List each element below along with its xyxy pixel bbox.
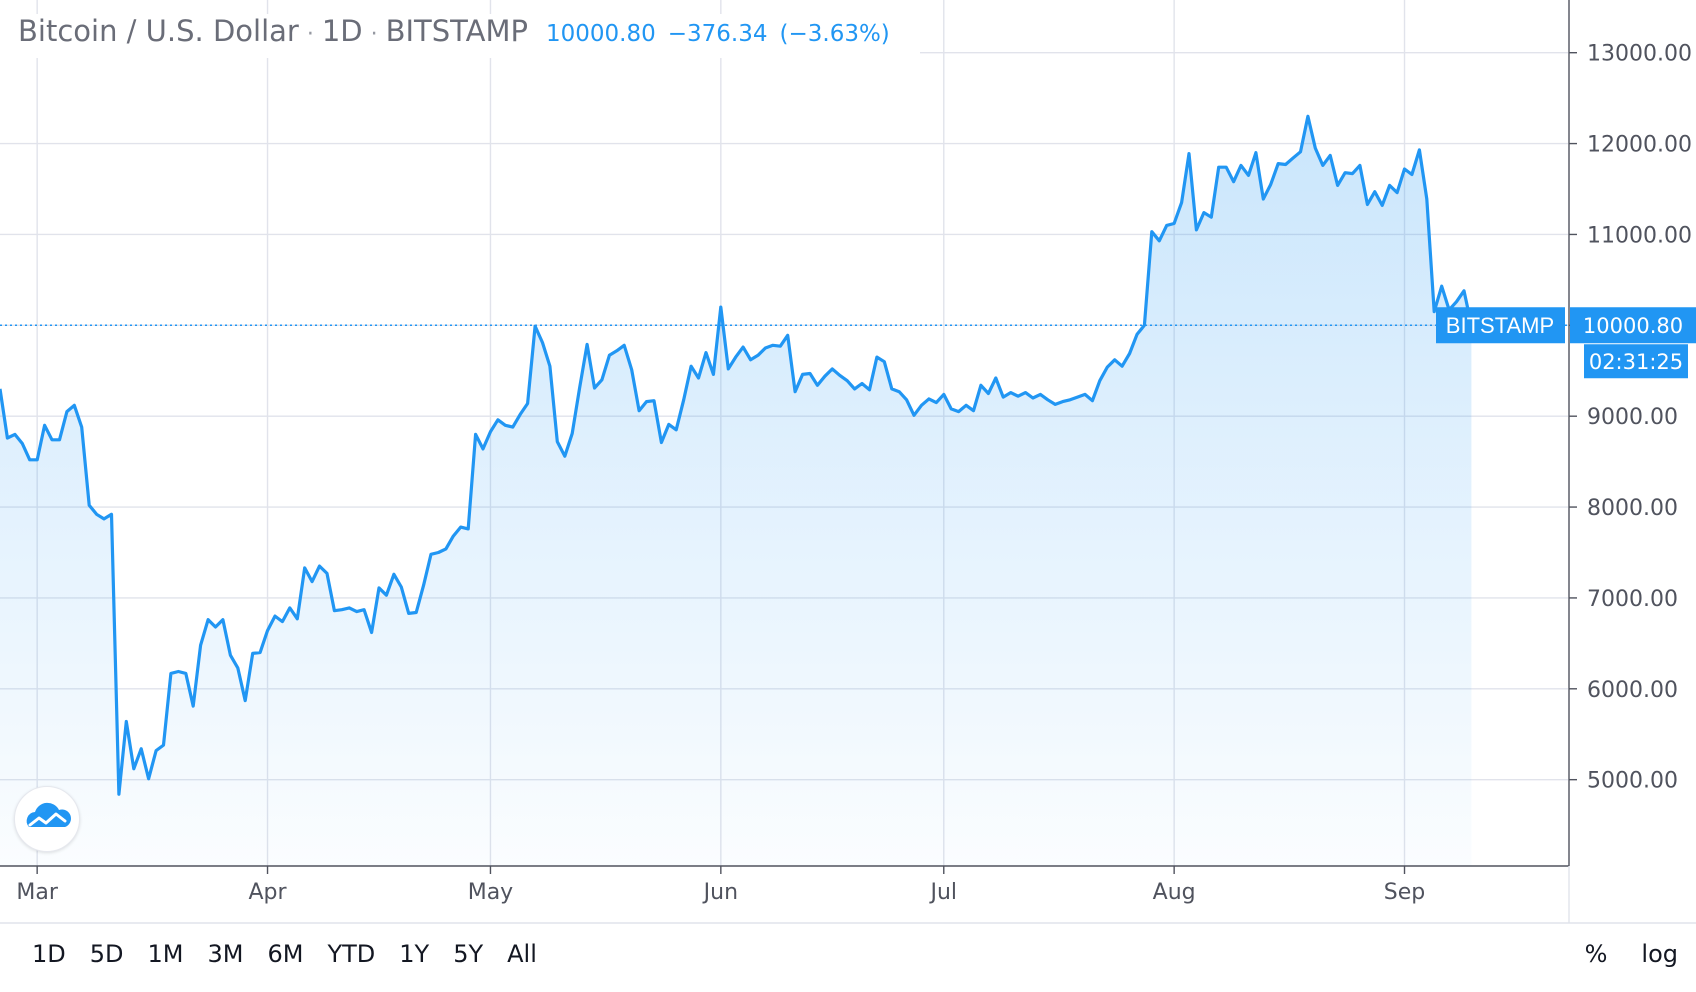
symbol-name[interactable]: Bitcoin / U.S. Dollar: [18, 14, 299, 48]
time-axis: Mar Apr May Jun Jul Aug Sep: [16, 866, 1425, 905]
badge-last-value: 10000.80: [1583, 314, 1683, 338]
log-scale-toggle[interactable]: log: [1641, 940, 1678, 968]
y-tick-label: 8000.00: [1587, 496, 1678, 521]
y-tick-label: 5000.00: [1587, 769, 1678, 794]
range-button-5d[interactable]: 5D: [89, 940, 124, 968]
badge-label-bg: [1436, 307, 1565, 344]
last-price: 10000.80: [546, 21, 656, 47]
y-tick-label: 11000.00: [1587, 223, 1692, 248]
series-line: [0, 114, 1473, 796]
x-tick-label: Sep: [1384, 880, 1425, 905]
price-axis: 5000.00 6000.00 7000.00 8000.00 9000.00 10000…: [1569, 42, 1692, 794]
y-tick-label: 13000.00: [1587, 42, 1692, 67]
x-tick-label: Aug: [1153, 880, 1196, 905]
legend-values: 10000.80 −376.34 (−3.63%): [546, 21, 902, 47]
scale-toggles: % log: [1551, 940, 1678, 968]
badge-value-bg: [1570, 307, 1696, 344]
y-tick-label: 6000.00: [1587, 678, 1678, 703]
exchange-label[interactable]: BITSTAMP: [385, 14, 528, 48]
range-button-1d[interactable]: 1D: [32, 940, 66, 968]
x-tick-label: Jul: [928, 880, 957, 905]
last-price-badge: BITSTAMP 10000.80 02:31:25: [1436, 307, 1696, 379]
range-button-3m[interactable]: 3M: [207, 940, 244, 968]
range-button-6m[interactable]: 6M: [267, 940, 304, 968]
y-tick-label: 7000.00: [1587, 587, 1678, 612]
price-change: −376.34: [667, 21, 768, 47]
legend-separator: ·: [370, 22, 378, 47]
legend-separator: ·: [306, 22, 314, 47]
x-tick-label: May: [468, 880, 513, 905]
interval-label[interactable]: 1D: [321, 14, 363, 48]
series-area: [0, 116, 1472, 867]
range-button-5y[interactable]: 5Y: [453, 940, 484, 968]
range-button-ytd[interactable]: YTD: [327, 940, 376, 968]
y-tick-label: 12000.00: [1587, 133, 1692, 158]
x-tick-label: Apr: [248, 880, 287, 905]
chart-legend: Bitcoin / U.S. Dollar · 1D · BITSTAMP 10…: [0, 14, 920, 58]
percent-scale-toggle[interactable]: %: [1584, 940, 1608, 968]
badge-countdown: 02:31:25: [1589, 350, 1683, 374]
x-tick-label: Jun: [702, 880, 738, 905]
date-range-selector: 1D 5D 1M 3M 6M YTD 1Y 5Y All: [20, 940, 549, 968]
y-tick-label: 9000.00: [1587, 405, 1678, 430]
x-tick-label: Mar: [16, 880, 58, 905]
badge-label: BITSTAMP: [1446, 313, 1554, 338]
badge-countdown-bg: [1584, 344, 1688, 379]
price-change-percent: (−3.63%): [779, 21, 890, 47]
range-button-1y[interactable]: 1Y: [399, 940, 430, 968]
range-button-1m[interactable]: 1M: [147, 940, 184, 968]
range-button-all[interactable]: All: [507, 940, 537, 968]
tradingview-cloud-icon[interactable]: [14, 786, 80, 852]
